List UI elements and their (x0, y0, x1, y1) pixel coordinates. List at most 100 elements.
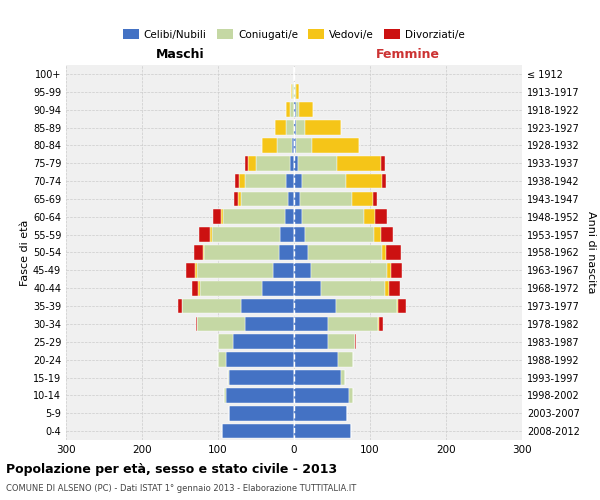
Bar (238, 192, 241, 206)
Bar (294, 138, 296, 152)
Bar (349, 388, 353, 402)
Bar (296, 138, 312, 152)
Bar (229, 406, 294, 420)
Bar (194, 245, 203, 260)
Bar (311, 263, 387, 278)
Bar (294, 424, 351, 438)
Bar (182, 298, 241, 314)
Bar (192, 281, 198, 295)
Bar (305, 120, 341, 135)
Bar (294, 352, 338, 367)
Bar (290, 156, 294, 170)
Bar (197, 263, 273, 278)
Bar (286, 102, 290, 117)
Bar (292, 84, 294, 99)
Bar (386, 245, 401, 260)
Bar (203, 245, 205, 260)
Bar (294, 174, 302, 188)
Bar (377, 316, 379, 331)
Bar (391, 263, 402, 278)
Bar (294, 156, 298, 170)
Bar (294, 210, 302, 224)
Bar (352, 192, 373, 206)
Bar (294, 228, 305, 242)
Bar (308, 245, 382, 260)
Bar (291, 84, 292, 99)
Bar (205, 245, 279, 260)
Bar (341, 370, 345, 385)
Bar (286, 174, 294, 188)
Bar (286, 120, 294, 135)
Bar (382, 245, 386, 260)
Bar (298, 156, 337, 170)
Bar (241, 298, 294, 314)
Bar (294, 406, 347, 420)
Y-axis label: Fasce di età: Fasce di età (20, 220, 30, 286)
Bar (239, 174, 245, 188)
Bar (241, 192, 288, 206)
Bar (328, 316, 377, 331)
Bar (305, 228, 374, 242)
Bar (288, 192, 294, 206)
Bar (398, 298, 406, 314)
Bar (337, 156, 382, 170)
Bar (224, 388, 226, 402)
Bar (223, 210, 285, 224)
Bar (262, 138, 277, 152)
Bar (294, 245, 308, 260)
Bar (389, 281, 400, 295)
Bar (262, 281, 294, 295)
Legend: Celibi/Nubili, Coniugati/e, Vedovi/e, Divorziati/e: Celibi/Nubili, Coniugati/e, Vedovi/e, Di… (119, 25, 469, 44)
Bar (320, 281, 385, 295)
Bar (245, 174, 286, 188)
Bar (387, 263, 391, 278)
Bar (226, 388, 294, 402)
Bar (364, 210, 376, 224)
Bar (397, 298, 398, 314)
Bar (229, 370, 294, 385)
Bar (302, 210, 364, 224)
Bar (186, 263, 195, 278)
Bar (234, 192, 238, 206)
Bar (382, 228, 393, 242)
Bar (379, 316, 383, 331)
Bar (226, 352, 294, 367)
Bar (196, 316, 197, 331)
Bar (212, 228, 280, 242)
Bar (233, 334, 294, 349)
Bar (299, 102, 313, 117)
Bar (355, 334, 356, 349)
Bar (296, 102, 299, 117)
Bar (235, 174, 239, 188)
Bar (245, 316, 294, 331)
Bar (273, 263, 294, 278)
Bar (222, 424, 294, 438)
Bar (285, 210, 294, 224)
Bar (178, 298, 182, 314)
Bar (294, 120, 296, 135)
Bar (296, 120, 305, 135)
Bar (296, 84, 299, 99)
Bar (245, 156, 248, 170)
Bar (336, 298, 397, 314)
Bar (294, 388, 349, 402)
Bar (312, 138, 359, 152)
Text: Femmine: Femmine (376, 48, 440, 62)
Bar (198, 281, 200, 295)
Bar (376, 210, 387, 224)
Bar (294, 370, 341, 385)
Y-axis label: Anni di nascita: Anni di nascita (586, 211, 596, 294)
Bar (294, 102, 296, 117)
Bar (300, 192, 352, 206)
Bar (385, 281, 389, 295)
Bar (292, 138, 294, 152)
Bar (280, 228, 294, 242)
Bar (214, 210, 221, 224)
Text: Popolazione per età, sesso e stato civile - 2013: Popolazione per età, sesso e stato civil… (6, 462, 337, 475)
Bar (294, 84, 296, 99)
Bar (373, 192, 377, 206)
Bar (294, 281, 320, 295)
Bar (302, 174, 346, 188)
Bar (197, 316, 245, 331)
Bar (290, 102, 294, 117)
